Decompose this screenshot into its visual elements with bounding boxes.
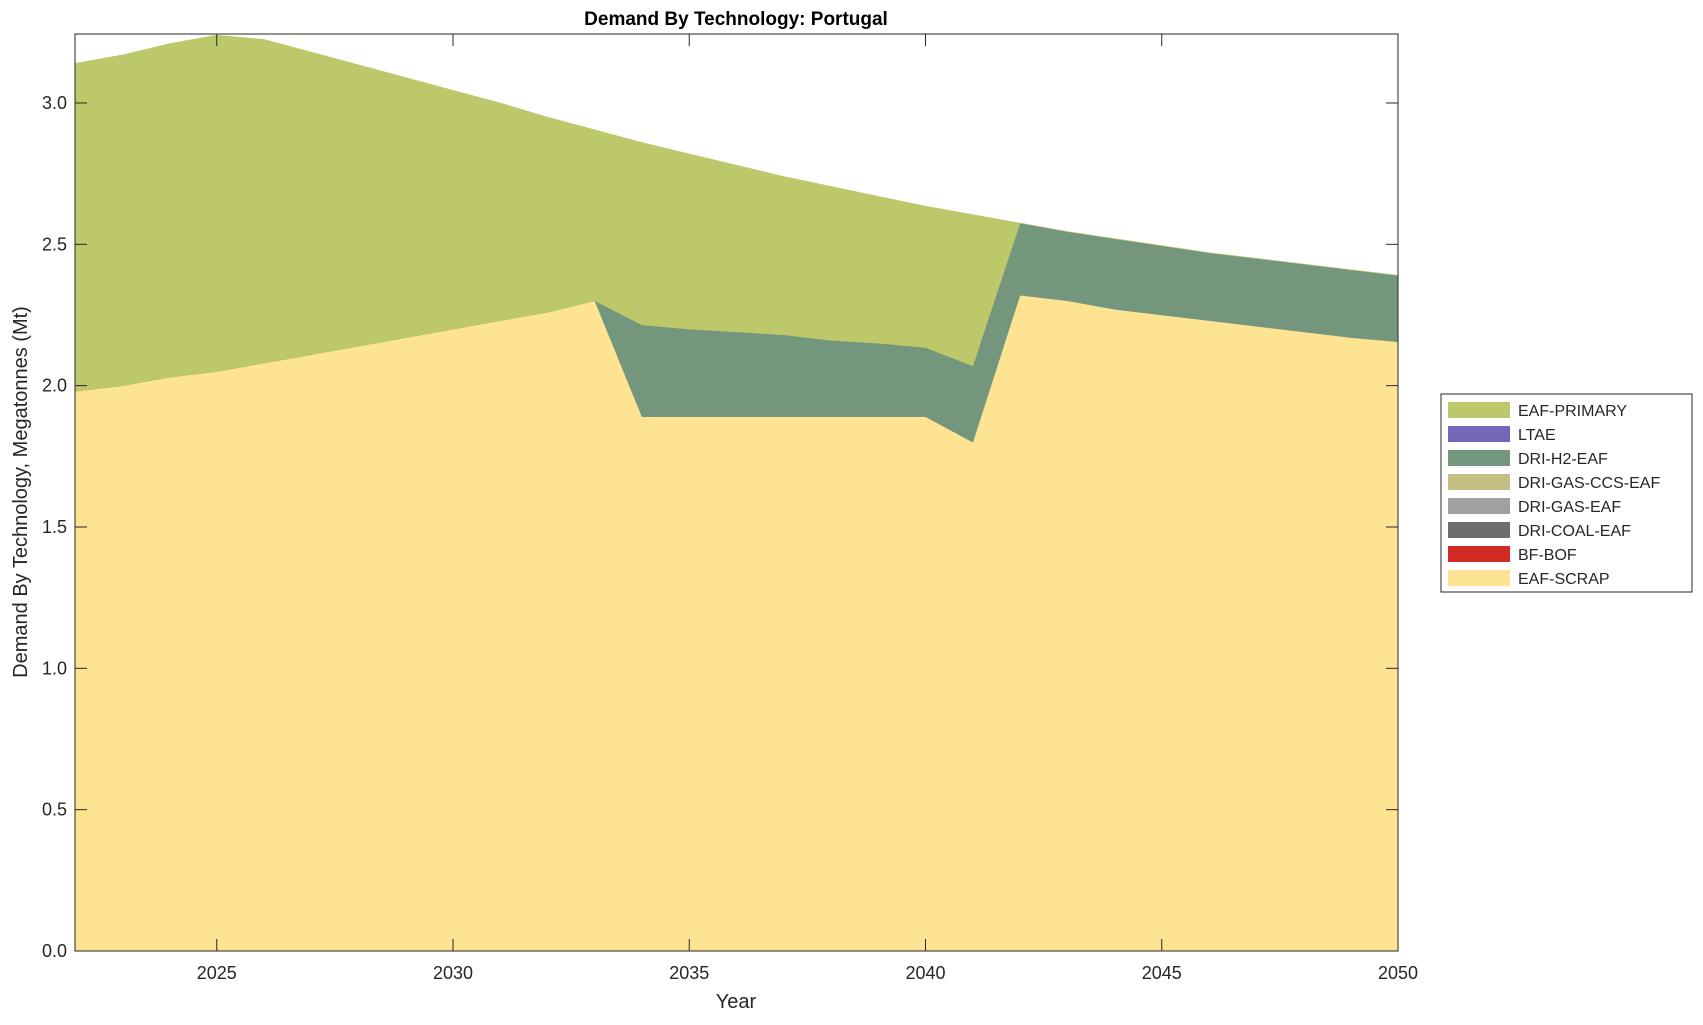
y-axis: 0.0 0.5 1.0 1.5 2.0 2.5 3.0 xyxy=(42,93,1398,961)
legend-label: DRI-GAS-EAF xyxy=(1518,499,1621,516)
y-tick-label: 0.0 xyxy=(42,941,67,961)
legend-label: LTAE xyxy=(1518,427,1556,444)
x-axis-label: Year xyxy=(716,991,757,1013)
legend-swatch-eaf-scrap xyxy=(1448,570,1510,586)
x-axis: 2025 2030 2035 2040 2045 2050 xyxy=(197,34,1418,983)
y-tick-label: 1.0 xyxy=(42,658,67,678)
y-tick-label: 3.0 xyxy=(42,93,67,113)
legend-swatch-dri-h2-eaf xyxy=(1448,450,1510,466)
plot-frame xyxy=(74,33,1399,952)
chart-title: Demand By Technology: Portugal xyxy=(584,9,888,30)
legend-swatch-dri-coal-eaf xyxy=(1448,522,1510,538)
y-tick-label: 1.5 xyxy=(42,517,67,537)
legend-label: EAF-SCRAP xyxy=(1518,571,1610,588)
legend-label: DRI-GAS-CCS-EAF xyxy=(1518,475,1660,492)
legend-label: DRI-H2-EAF xyxy=(1518,451,1608,468)
legend: EAF-PRIMARY LTAE DRI-H2-EAF DRI-GAS-CCS-EAF… xyxy=(1440,393,1693,593)
y-tick-label: 2.0 xyxy=(42,376,67,396)
x-tick-label: 2030 xyxy=(433,963,473,983)
x-tick-label: 2035 xyxy=(669,963,709,983)
legend-swatch-dri-gas-eaf xyxy=(1448,498,1510,514)
x-tick-label: 2025 xyxy=(197,963,237,983)
x-tick-label: 2050 xyxy=(1378,963,1418,983)
x-tick-label: 2045 xyxy=(1142,963,1182,983)
legend-label: BF-BOF xyxy=(1518,547,1577,564)
legend-label: DRI-COAL-EAF xyxy=(1518,523,1631,540)
area-layers xyxy=(74,34,1399,952)
legend-swatch-eaf-primary xyxy=(1448,402,1510,418)
y-tick-label: 0.5 xyxy=(42,800,67,820)
legend-label: EAF-PRIMARY xyxy=(1518,403,1627,420)
legend-swatch-bf-bof xyxy=(1448,546,1510,562)
x-tick-label: 2040 xyxy=(905,963,945,983)
area-eaf-primary xyxy=(74,34,1399,392)
y-tick-label: 2.5 xyxy=(42,234,67,254)
legend-swatch-ltae xyxy=(1448,426,1510,442)
y-axis-label: Demand By Technology, Megatonnes (Mt) xyxy=(10,306,32,678)
legend-swatch-dri-gas-ccs-eaf xyxy=(1448,474,1510,490)
